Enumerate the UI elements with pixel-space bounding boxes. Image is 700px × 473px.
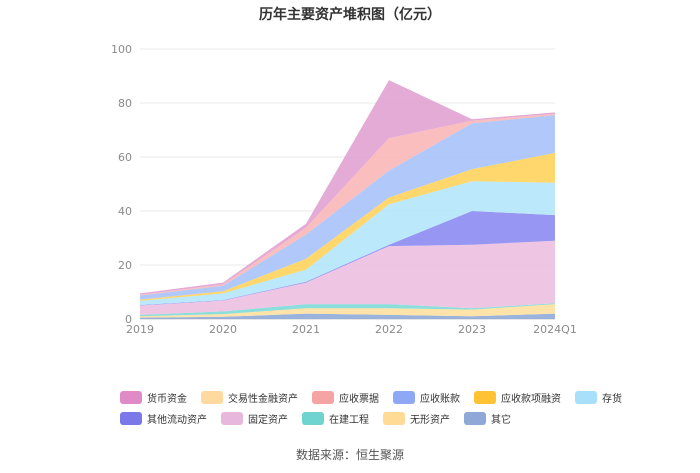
y-tick-label: 100 [111,43,132,56]
legend-swatch [474,391,496,404]
legend-swatch [312,391,334,404]
legend-label: 固定资产 [248,415,288,426]
legend-item[interactable]: 无形资产 [383,411,450,426]
area-固定资产 [140,240,555,315]
y-axis-labels: 0 20 40 60 80 100 [111,43,132,326]
legend-swatch [120,391,142,404]
legend-swatch [383,412,405,425]
y-tick-label: 60 [118,151,132,164]
legend-row: 其他流动资产 固定资产 在建工程 无形资产 其它 [120,408,600,429]
legend-label: 应收款项融资 [501,394,561,405]
legend-item[interactable]: 其他流动资产 [120,411,207,426]
legend: 货币资金 交易性金融资产 应收票据 应收账款 应收款项融资 存货其他流动资产 固定资产 在建工… [120,387,622,429]
x-tick-label: 2021 [292,323,320,336]
legend-label: 货币资金 [147,394,187,405]
chart-title: 历年主要资产堆积图（亿元） [259,7,441,23]
legend-item[interactable]: 应收票据 [312,390,379,405]
legend-swatch [201,391,223,404]
area-其他流动资产 [140,211,555,306]
y-tick-label: 80 [118,97,132,110]
x-tick-label: 2022 [375,323,403,336]
legend-label: 存货 [602,394,622,405]
data-source: 数据来源：恒生聚源 [295,448,404,462]
x-tick-label: 2023 [458,323,486,336]
x-tick-label: 2019 [126,323,154,336]
legend-label: 应收票据 [339,394,379,405]
area-存货 [140,181,555,305]
legend-label: 应收账款 [420,394,460,405]
legend-swatch [393,391,415,404]
x-tick-label: 2024Q1 [533,323,577,336]
legend-item[interactable]: 交易性金融资产 [201,390,298,405]
y-tick-label: 40 [118,205,132,218]
area-应收款项融资 [140,152,555,301]
legend-item[interactable]: 在建工程 [302,411,369,426]
legend-swatch [302,412,324,425]
legend-item[interactable]: 固定资产 [221,411,288,426]
legend-item[interactable]: 存货 [575,390,622,405]
legend-item[interactable]: 应收账款 [393,390,460,405]
legend-swatch [120,412,142,425]
legend-label: 其他流动资产 [147,415,207,426]
x-axis-labels: 2019 2020 2021 2022 2023 2024Q1 [126,323,577,336]
legend-label: 无形资产 [410,415,450,426]
area-其它 [140,313,555,319]
y-tick-label: 0 [125,313,132,326]
legend-swatch [575,391,597,404]
area-无形资产 [140,304,555,318]
area-应收账款 [140,115,555,300]
legend-item[interactable]: 货币资金 [120,390,187,405]
legend-item[interactable]: 其它 [464,411,511,426]
stacked-area-chart: 2019 2020 2021 2022 2023 2024Q1 0 20 40 60 80 100 [111,43,577,336]
legend-swatch [221,412,243,425]
area-在建工程 [140,303,555,317]
legend-label: 交易性金融资产 [228,394,298,405]
legend-label: 其它 [491,415,511,426]
legend-row: 货币资金 交易性金融资产 应收票据 应收账款 应收款项融资 存货 [120,387,622,408]
legend-swatch [464,412,486,425]
legend-item[interactable]: 应收款项融资 [474,390,561,405]
y-tick-label: 20 [118,259,132,272]
x-tick-label: 2020 [209,323,237,336]
legend-label: 在建工程 [329,415,369,426]
area-series [140,80,555,319]
